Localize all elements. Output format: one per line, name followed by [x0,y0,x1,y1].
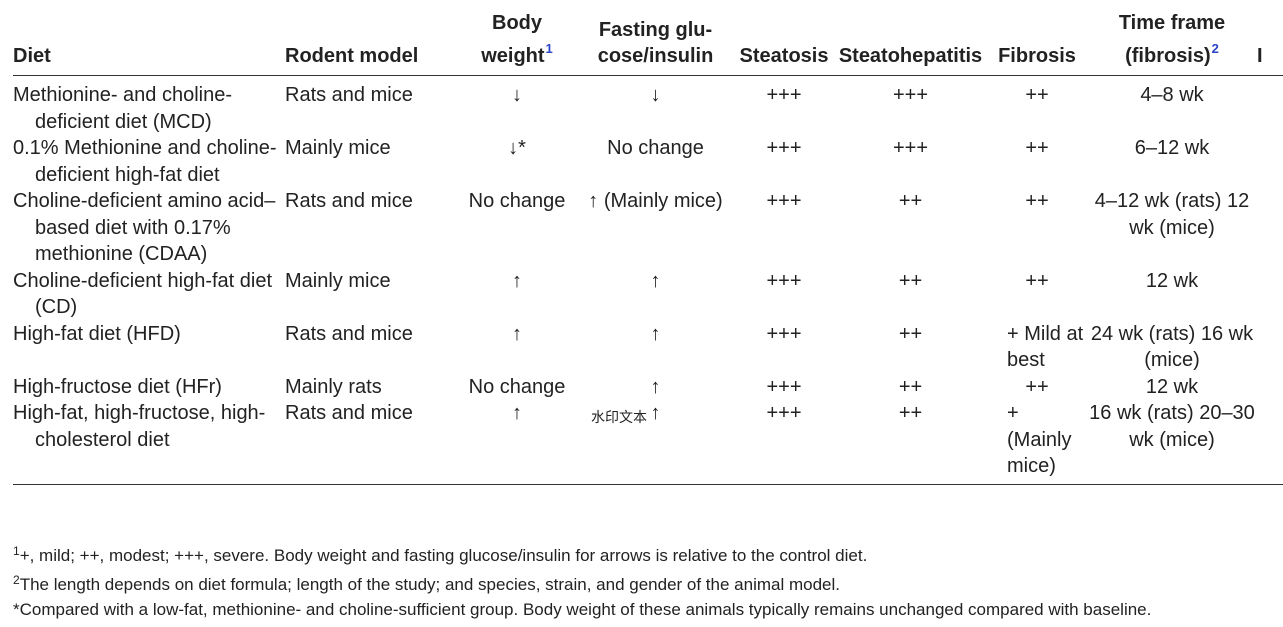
header-body-weight-line1: Body [492,12,542,34]
header-rodent-model: Rodent model [285,10,457,76]
cell-time-frame: 16 wk (rats) 20–30 wk (mice) [1087,400,1257,485]
cell-body-weight: ↑ [512,322,522,345]
cell-steatosis: +++ [766,137,802,159]
table-row: High-fat diet (HFD) Rats and mice ↑ ↑ ++… [13,321,1283,374]
header-fasting-glucose: Fasting glu-cose/insulin [577,10,734,76]
cell-time-frame: 6–12 wk [1134,137,1210,159]
header-diet: Diet [13,10,285,76]
header-time-frame: Time frame (fibrosis)2 [1087,10,1257,76]
cell-truncated [1257,321,1283,374]
cell-fasting-glucose: ↓ [650,84,661,106]
cell-fasting-glucose: ↑ [650,269,661,292]
cell-diet: 0.1% Methionine and choline-deficient hi… [13,137,277,186]
cell-body-weight: ↓* [508,137,526,159]
cell-fasting-glucose: No change [607,137,704,159]
cell-steatosis: +++ [734,400,834,485]
cell-diet: Choline-deficient amino acid–based diet … [13,190,276,265]
table-row: 0.1% Methionine and choline-deficient hi… [13,135,1283,188]
header-fibrosis: Fibrosis [987,10,1087,76]
cell-steatohepatitis: ++ [898,269,923,292]
table-header-row: Diet Rodent model Body weight1 Fasting gl… [13,10,1283,76]
footnote-ref-2[interactable]: 2 [1211,41,1219,56]
cell-diet: Choline-deficient high-fat diet (CD) [13,269,273,319]
cell-steatohepatitis: ++ [898,375,923,398]
cell-rodent-model: Rats and mice [285,84,413,106]
footnote-1-mark: 1 [13,544,20,558]
cell-rodent-model: Mainly mice [285,137,391,159]
cell-diet: High-fat, high-fructose, high-cholestero… [13,400,285,485]
cell-fibrosis: ++ [1025,375,1049,398]
cell-steatohepatitis: +++ [892,84,929,106]
cell-steatosis: +++ [766,375,802,398]
cell-fasting-glucose: ↑ [650,375,661,398]
header-truncated-column: I [1257,10,1283,76]
cell-rodent-model: Mainly mice [285,269,391,292]
table-row: Choline-deficient amino acid–based diet … [13,188,1283,268]
footnote-3: *Compared with a low-fat, methionine- an… [13,600,1152,619]
cell-rodent-model: Rats and mice [285,322,413,345]
cell-body-weight: ↑ [457,400,577,485]
cell-fibrosis: ++ [1025,84,1049,106]
cell-rodent-model: Rats and mice [285,190,413,212]
cell-steatosis: +++ [766,84,802,106]
footnote-ref-1[interactable]: 1 [545,41,553,56]
cell-body-weight: No change [468,190,566,212]
cell-truncated [1257,374,1283,401]
footnote-2: 2The length depends on diet formula; len… [13,568,1151,597]
table-row: High-fructose diet (HFr) Mainly rats No … [13,374,1283,401]
header-body-weight: Body weight1 [457,10,577,76]
cell-time-frame: 24 wk (rats) 16 wk (mice) [1090,322,1254,372]
header-steatosis: Steatosis [734,10,834,76]
cell-fibrosis: ++ [1025,190,1049,212]
cell-diet: High-fructose diet (HFr) [13,375,222,398]
cell-truncated [1257,76,1283,136]
cell-fibrosis: ++ [1025,269,1049,292]
cell-time-frame: 12 wk [1145,375,1199,398]
cell-truncated [1257,400,1283,485]
watermark-text: 水印文本 [591,409,647,425]
cell-steatohepatitis: ++ [898,190,923,212]
diet-table-wrapper: Diet Rodent model Body weight1 Fasting gl… [13,10,1283,485]
cell-truncated [1257,135,1283,188]
cell-steatosis: +++ [766,269,802,292]
cell-fasting-glucose: ↑ [650,322,661,345]
header-time-frame-line2: (fibrosis) [1125,45,1211,67]
footnote-2-mark: 2 [13,573,20,587]
cell-truncated [1257,188,1283,268]
cell-fasting-glucose: ↑ (Mainly mice) [588,190,723,212]
cell-diet: High-fat diet (HFD) [13,322,181,345]
cell-fasting-glucose: ↑ [577,400,734,485]
header-steatohepatitis: Steatohepatitis [834,10,987,76]
cell-truncated [1257,268,1283,321]
cell-body-weight: No change [468,375,566,398]
cell-fibrosis: + (Mainly mice) [987,400,1087,485]
cell-rodent-model: Mainly rats [285,375,382,398]
header-fasting-line1: Fasting glu- [598,19,713,41]
cell-diet: Methionine- and choline-deficient diet (… [13,84,233,133]
table-row: Choline-deficient high-fat diet (CD) Mai… [13,268,1283,321]
cell-steatohepatitis: ++ [898,322,923,345]
cell-time-frame: 4–12 wk (rats) 12 wk (mice) [1094,190,1250,239]
cell-fibrosis: ++ [1025,137,1049,159]
header-fasting-line2: cose/insulin [597,45,714,67]
cell-steatosis: +++ [766,322,802,345]
cell-steatohepatitis: +++ [892,137,929,159]
cell-body-weight: ↑ [512,269,522,292]
footnote-2-text: The length depends on diet formula; leng… [19,575,840,594]
header-body-weight-line2: weight [481,45,545,67]
table-row: High-fat, high-fructose, high-cholestero… [13,400,1283,485]
cell-time-frame: 12 wk [1145,269,1199,292]
footnote-1-text: +, mild; ++, modest; +++, severe. Body w… [19,546,868,565]
cell-rodent-model: Rats and mice [285,400,457,485]
table-row: Methionine- and choline-deficient diet (… [13,76,1283,136]
cell-time-frame: 4–8 wk [1140,84,1204,106]
diet-model-table: Diet Rodent model Body weight1 Fasting gl… [13,10,1283,485]
cell-fibrosis: + Mild at best [1007,322,1084,372]
header-time-frame-line1: Time frame [1118,12,1226,34]
cell-steatosis: +++ [766,190,802,212]
table-footnotes: 1+, mild; ++, modest; +++, severe. Body … [13,539,1151,622]
cell-body-weight: ↓ [512,84,522,106]
cell-steatohepatitis: ++ [834,400,987,485]
footnote-1: 1+, mild; ++, modest; +++, severe. Body … [13,539,1151,568]
